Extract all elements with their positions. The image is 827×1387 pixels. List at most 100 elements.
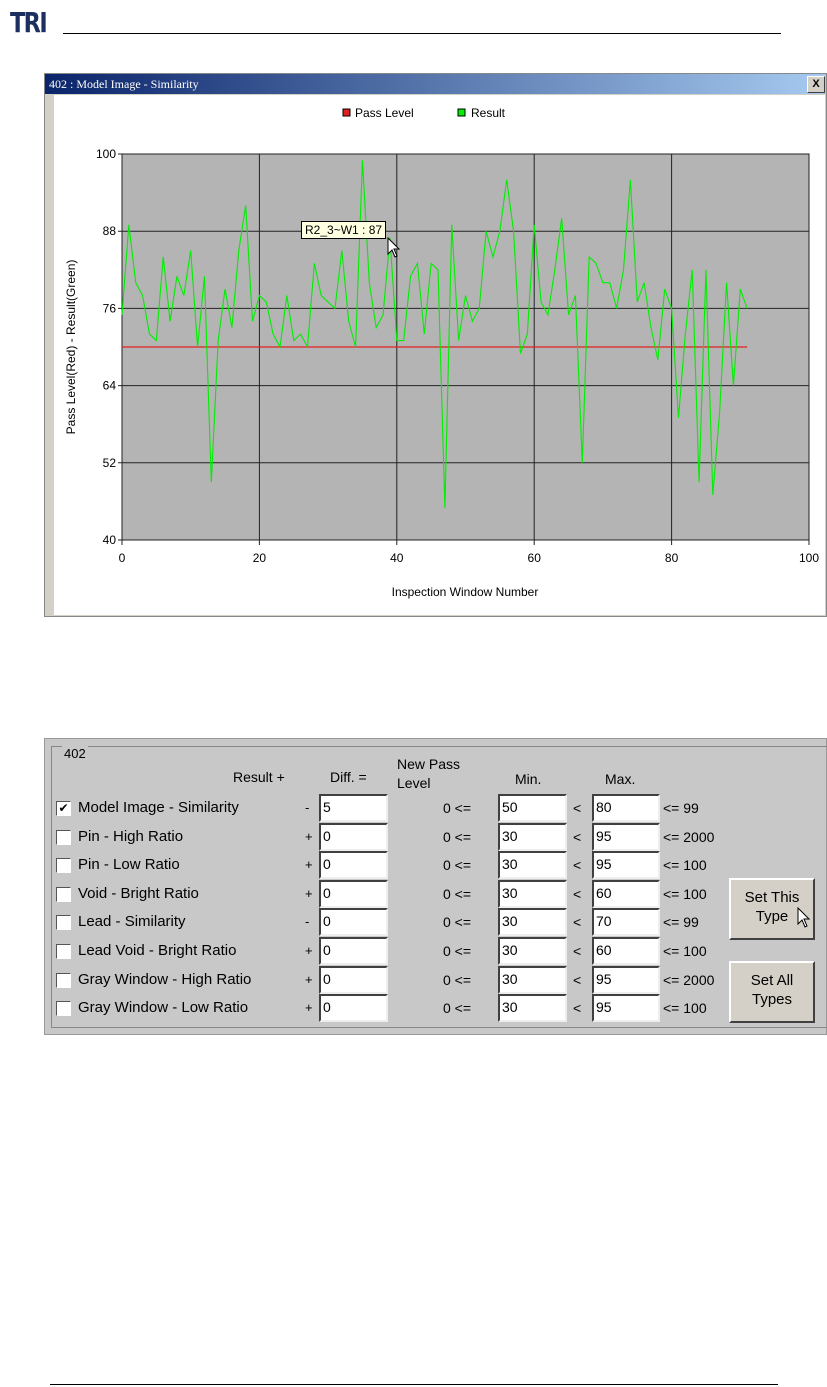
diff-input[interactable]: 0 <box>319 822 388 851</box>
min-input[interactable]: 30 <box>498 908 567 937</box>
upper-limit: <= 100 <box>663 885 707 902</box>
lower-bound: 0 <= <box>443 914 472 931</box>
set-this-type-button[interactable]: Set This Type <box>729 878 815 940</box>
lower-bound: 0 <= <box>443 943 472 959</box>
window-title: 402 : Model Image - Similarity <box>49 77 199 91</box>
min-input[interactable]: 30 <box>498 879 567 908</box>
enable-checkbox[interactable] <box>56 944 71 959</box>
sign: + <box>305 857 313 873</box>
threshold-row: Lead - Similarity - 0 0 <= 30 < 70 <= 99 <box>45 908 826 937</box>
enable-checkbox[interactable] <box>56 829 71 845</box>
button-label: Types <box>751 991 793 1008</box>
sign: + <box>305 1000 313 1016</box>
x-tick-label: 40 <box>390 551 404 565</box>
max-input[interactable]: 95 <box>592 965 660 994</box>
min-input[interactable]: 30 <box>498 965 567 994</box>
less-than: < <box>573 885 582 902</box>
new-pass-header-level: Level <box>397 775 431 791</box>
pass-level-panel: 402 Result + Diff. = New Pass Level Min.… <box>44 738 827 1035</box>
enable-checkbox[interactable] <box>56 886 71 902</box>
y-axis-label: Pass Level(Red) - Result(Green) <box>64 260 78 435</box>
x-axis-label: Inspection Window Number <box>392 585 539 599</box>
less-than: < <box>573 1000 582 1017</box>
diff-input[interactable]: 0 <box>319 937 388 965</box>
upper-limit: <= 100 <box>663 857 707 874</box>
upper-limit: <= 2000 <box>663 828 715 845</box>
diff-input[interactable]: 0 <box>319 851 388 880</box>
diff-input[interactable]: 0 <box>319 879 388 908</box>
upper-limit: <= 99 <box>663 800 699 816</box>
legend-swatch-result <box>457 108 466 117</box>
sign: + <box>305 943 313 958</box>
title-bar[interactable]: 402 : Model Image - Similarity X <box>45 74 826 94</box>
upper-limit: <= 100 <box>663 943 707 959</box>
lower-bound: 0 <= <box>443 971 472 988</box>
threshold-row: Void - Bright Ratio + 0 0 <= 30 < 60 <= … <box>45 879 826 909</box>
min-input[interactable]: 30 <box>498 937 567 965</box>
row-label: Lead Void - Bright Ratio <box>78 942 237 959</box>
mouse-cursor-icon <box>387 237 401 258</box>
diff-input[interactable]: 0 <box>319 965 388 994</box>
min-input[interactable]: 30 <box>498 994 567 1023</box>
group-box: 402 <box>51 746 827 1028</box>
max-input[interactable]: 60 <box>592 879 660 908</box>
diff-input[interactable]: 0 <box>319 994 388 1023</box>
enable-checkbox[interactable] <box>56 858 71 874</box>
less-than: < <box>573 971 582 988</box>
less-than: < <box>573 914 582 931</box>
diff-input[interactable]: 5 <box>319 794 388 822</box>
max-input[interactable]: 95 <box>592 994 660 1023</box>
diff-header: Diff. = <box>330 769 367 785</box>
upper-limit: <= 99 <box>663 914 699 931</box>
lower-bound: 0 <= <box>443 828 472 845</box>
min-input[interactable]: 30 <box>498 822 567 851</box>
min-input[interactable]: 30 <box>498 851 567 880</box>
less-than: < <box>573 943 582 959</box>
diff-input[interactable]: 0 <box>319 908 388 937</box>
enable-checkbox[interactable] <box>56 915 71 931</box>
less-than: < <box>573 828 582 845</box>
less-than: < <box>573 800 582 816</box>
lower-bound: 0 <= <box>443 885 472 902</box>
max-input[interactable]: 70 <box>592 908 660 937</box>
enable-checkbox[interactable]: ✔ <box>56 801 71 816</box>
row-label: Gray Window - High Ratio <box>78 970 252 988</box>
set-all-types-button[interactable]: Set All Types <box>729 961 815 1023</box>
threshold-row: Pin - High Ratio + 0 0 <= 30 < 95 <= 200… <box>45 822 826 852</box>
tooltip: R2_3~W1 : 87 <box>301 221 387 239</box>
min-input[interactable]: 50 <box>498 794 567 822</box>
legend-label-pass: Pass Level <box>355 106 414 120</box>
max-input[interactable]: 80 <box>592 794 660 822</box>
close-button[interactable]: X <box>807 76 825 93</box>
button-label: Set All <box>750 972 794 989</box>
threshold-row: Gray Window - High Ratio + 0 0 <= 30 < 9… <box>45 965 826 995</box>
x-tick-label: 60 <box>528 551 542 565</box>
max-input[interactable]: 60 <box>592 937 660 965</box>
row-label: Lead - Similarity <box>78 913 186 931</box>
threshold-row: Pin - Low Ratio + 0 0 <= 30 < 95 <= 100 <box>45 851 826 880</box>
x-tick-label: 0 <box>119 551 126 565</box>
result-line <box>121 160 748 508</box>
similarity-chart: 40 52 64 76 88 100 0 20 40 60 80 100 Pass Level Resul… <box>64 106 819 599</box>
group-label: 402 <box>62 746 88 761</box>
row-label: Model Image - Similarity <box>78 799 239 816</box>
button-label: Set This <box>744 889 800 906</box>
sign: + <box>305 885 313 901</box>
max-input[interactable]: 95 <box>592 851 660 880</box>
legend-label-result: Result <box>471 106 506 120</box>
row-label: Gray Window - Low Ratio <box>78 999 249 1017</box>
button-label: Type <box>755 908 789 925</box>
row-label: Pin - High Ratio <box>78 827 184 845</box>
lower-bound: 0 <= <box>443 800 472 816</box>
upper-limit: <= 2000 <box>663 971 715 988</box>
tri-logo: TRI <box>10 6 48 39</box>
footer-divider <box>50 1384 778 1385</box>
chart-window: 402 : Model Image - Similarity X 40 52 64 7… <box>44 73 827 617</box>
y-tick-label: 52 <box>103 456 117 470</box>
enable-checkbox[interactable] <box>56 972 71 988</box>
row-label: Pin - Low Ratio <box>78 856 180 874</box>
sign: - <box>305 914 310 930</box>
enable-checkbox[interactable] <box>56 1001 71 1017</box>
max-input[interactable]: 95 <box>592 822 660 851</box>
min-header: Min. <box>515 771 542 787</box>
